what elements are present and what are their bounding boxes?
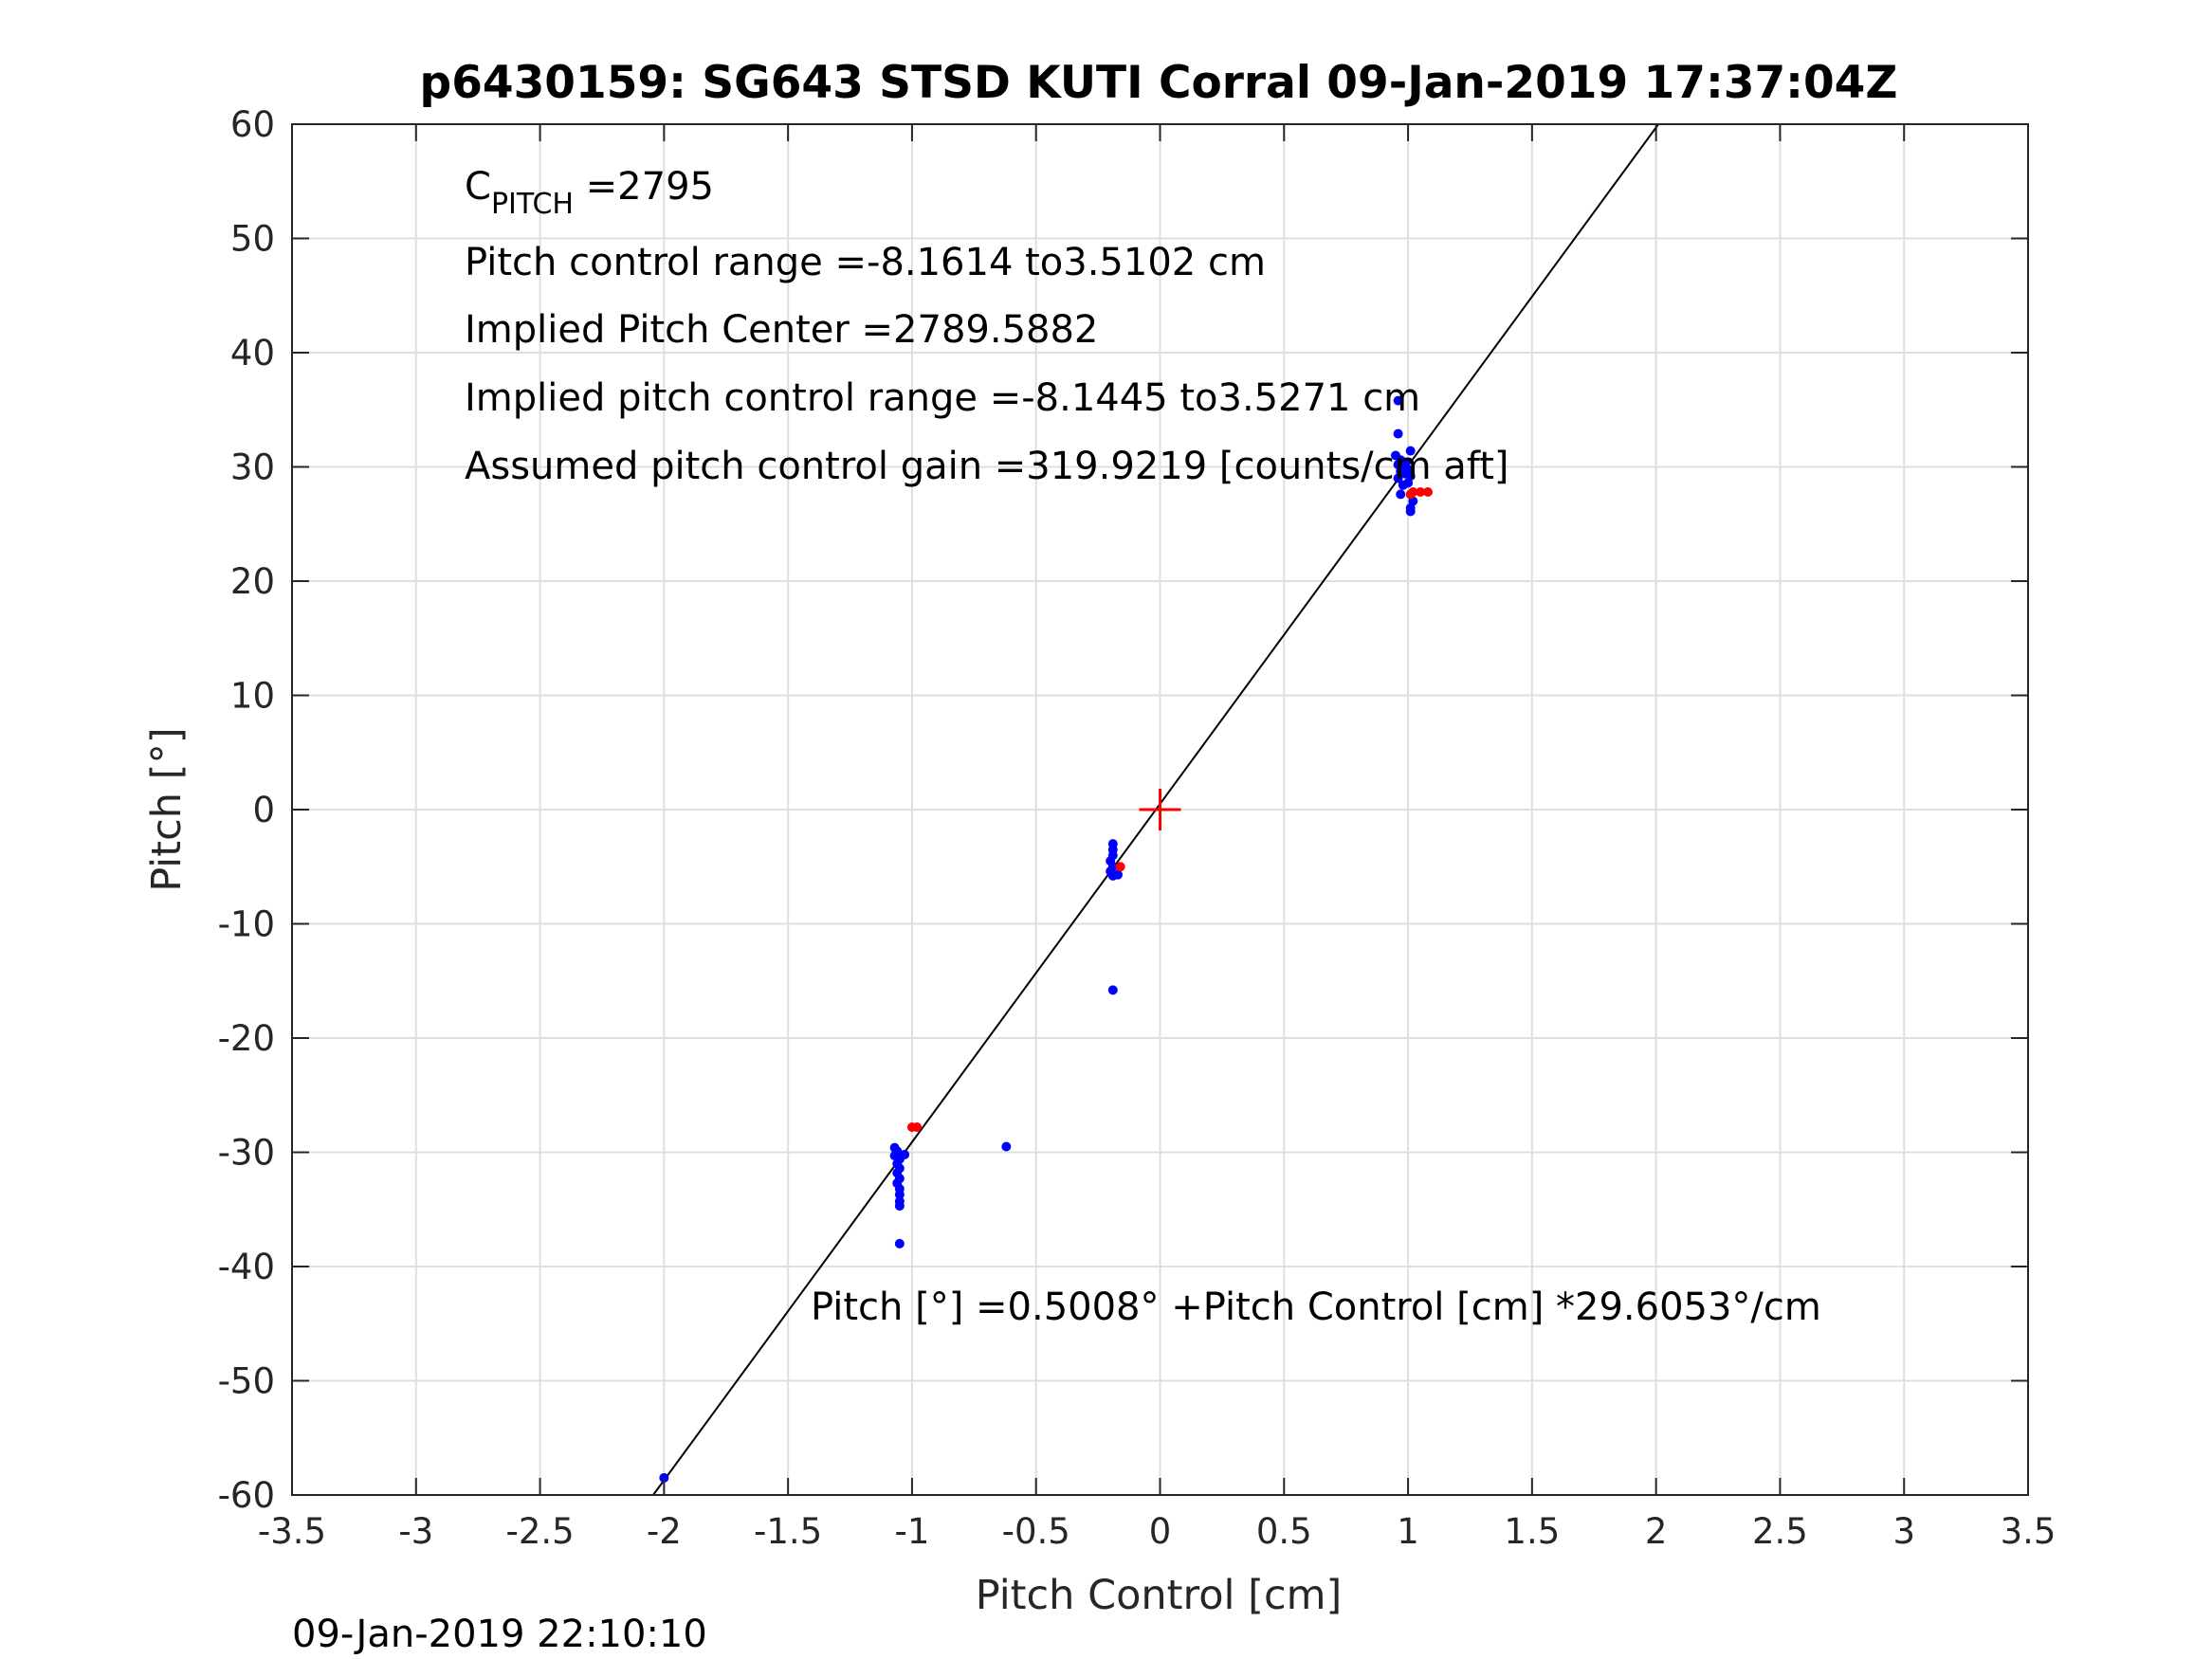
x-tick-label: -1	[894, 1511, 929, 1552]
footer-timestamp: 09-Jan-2019 22:10:10	[292, 1613, 707, 1656]
y-tick-labels: -60 -50 -40 -30 -20 -10 0 10 20 30 40 50 60	[218, 104, 275, 1516]
axis-ticks	[291, 123, 2029, 1496]
chart-title: p6430159: SG643 STSD KUTI Corral 09-Jan-…	[420, 57, 1898, 109]
x-tick-label: 0.5	[1256, 1511, 1312, 1552]
data-point	[894, 1238, 905, 1249]
data-point	[1405, 446, 1416, 456]
x-tick-label: 2.5	[1752, 1511, 1808, 1552]
implied-pitch-control-range-annotation: Implied pitch control range =-8.1445 to3…	[465, 376, 1420, 420]
data-point	[894, 1201, 905, 1212]
data-point	[894, 1190, 905, 1200]
data-point	[1398, 480, 1408, 490]
y-tick-label: 30	[230, 447, 275, 488]
x-tick-label: -3	[398, 1511, 433, 1552]
x-axis-label: Pitch Control [cm]	[976, 1572, 1343, 1619]
y-tick-label: 50	[230, 219, 275, 260]
cpitch-subscript: PITCH	[491, 188, 574, 221]
x-tick-labels: -3.5 -3 -2.5 -2 -1.5 -1 -0.5 0 0.5 1 1.5 2 2.5 3 3.5	[258, 1511, 2057, 1552]
y-tick-label: -50	[218, 1361, 275, 1402]
x-tick-label: -1.5	[754, 1511, 822, 1552]
x-tick-label: 0	[1149, 1511, 1172, 1552]
x-tick-label: -2.5	[505, 1511, 574, 1552]
data-point	[1405, 506, 1416, 517]
data-point	[1416, 487, 1426, 498]
data-point	[1393, 473, 1403, 483]
data-point	[1115, 862, 1125, 872]
center-marker	[1139, 789, 1181, 830]
cpitch-value: =2795	[574, 165, 714, 209]
data-point	[1422, 487, 1433, 498]
data-point	[1107, 985, 1118, 995]
implied-pitch-center-annotation: Implied Pitch Center =2789.5882	[465, 308, 1098, 352]
data-point	[659, 1472, 669, 1483]
y-tick-label: 60	[230, 104, 275, 145]
data-point	[1393, 428, 1403, 439]
x-tick-label: 1	[1397, 1511, 1419, 1552]
x-tick-label: -0.5	[1002, 1511, 1070, 1552]
y-axis-label: Pitch [°]	[143, 727, 191, 891]
x-tick-label: -2	[647, 1511, 682, 1552]
fit-equation-annotation: Pitch [°] =0.5008° +Pitch Control [cm] *…	[811, 1285, 1821, 1329]
x-tick-label: 1.5	[1504, 1511, 1560, 1552]
y-tick-label: -30	[218, 1133, 275, 1174]
y-tick-label: -20	[218, 1018, 275, 1059]
data-point	[912, 1121, 923, 1132]
x-tick-label: 2	[1645, 1511, 1668, 1552]
data-point	[1405, 489, 1416, 500]
data-points	[659, 395, 1433, 1483]
data-point	[1113, 869, 1124, 880]
x-tick-label: -3.5	[258, 1511, 326, 1552]
data-point	[1396, 489, 1406, 500]
y-tick-label: -40	[218, 1247, 275, 1287]
pitch-control-gain-annotation: Assumed pitch control gain =319.9219 [co…	[465, 445, 1508, 488]
x-tick-label: 3.5	[2001, 1511, 2057, 1552]
x-tick-label: 3	[1892, 1511, 1915, 1552]
data-point	[1001, 1141, 1012, 1152]
y-tick-label: -60	[218, 1475, 275, 1516]
pitch-control-range-annotation: Pitch control range =-8.1614 to3.5102 cm	[465, 241, 1266, 284]
y-tick-label: 0	[252, 790, 275, 830]
cpitch-main: C	[465, 165, 491, 209]
data-point	[900, 1149, 910, 1159]
data-point	[1393, 395, 1403, 406]
y-tick-label: 20	[230, 561, 275, 602]
y-tick-label: 10	[230, 676, 275, 717]
cpitch-annotation: CPITCH =2795	[465, 165, 714, 221]
y-tick-label: 40	[230, 333, 275, 374]
y-tick-label: -10	[218, 904, 275, 945]
